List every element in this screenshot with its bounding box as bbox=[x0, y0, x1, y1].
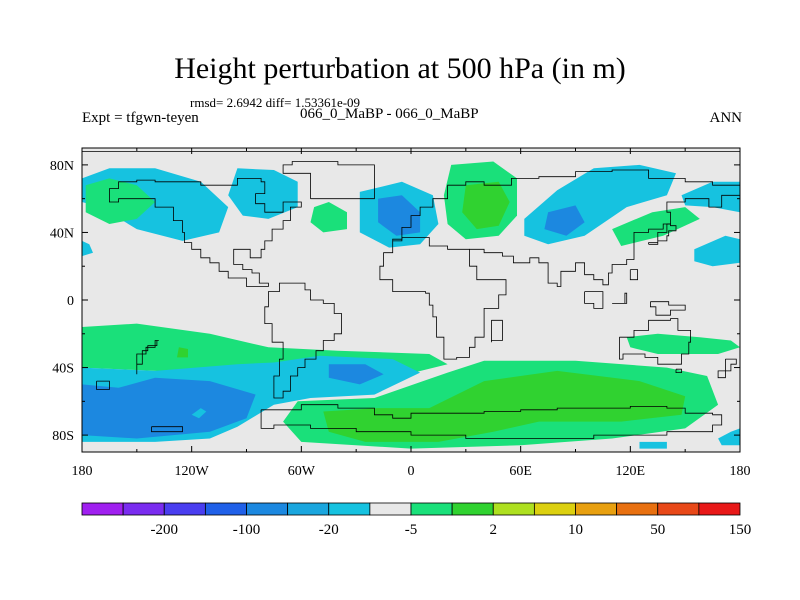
x-tick-label: 180 bbox=[72, 464, 93, 479]
left-label: Expt = tfgwn-teyen bbox=[82, 110, 199, 126]
contour-region-13 bbox=[694, 235, 740, 267]
x-tick-label: 120E bbox=[616, 464, 646, 479]
colorbar-swatch bbox=[204, 502, 247, 516]
colorbar-swatch bbox=[533, 502, 576, 516]
colorbar-label: -5 bbox=[405, 522, 418, 538]
y-tick-label: 80N bbox=[50, 159, 74, 174]
colorbar-label: 10 bbox=[568, 522, 583, 538]
contour-region-12 bbox=[82, 240, 93, 257]
coastline-7 bbox=[392, 169, 740, 242]
y-tick-label: 40N bbox=[50, 226, 74, 241]
coastline-12 bbox=[619, 318, 691, 365]
colorbar-swatch bbox=[410, 502, 453, 516]
coastline-1 bbox=[96, 380, 110, 390]
contour-region-5 bbox=[310, 202, 347, 233]
coastline-3 bbox=[264, 282, 342, 399]
colorbar-swatch bbox=[657, 502, 700, 516]
x-tick-label: 60W bbox=[288, 464, 316, 479]
colorbar-label: 150 bbox=[729, 522, 752, 538]
colorbar-swatch bbox=[328, 502, 371, 516]
colorbar-swatch bbox=[575, 502, 618, 516]
coastline-15 bbox=[648, 223, 677, 245]
y-axis: 80N 40N 0 40S 80S bbox=[50, 159, 740, 444]
coastline-8 bbox=[469, 191, 740, 287]
colorbar-swatch bbox=[451, 502, 494, 516]
colorbar: -200 -100 -20 -5 2 10 50 150 bbox=[81, 502, 752, 538]
contour-region-21 bbox=[323, 370, 686, 442]
contour-region-24 bbox=[639, 441, 667, 449]
contour-region-22 bbox=[626, 333, 740, 354]
colorbar-swatch bbox=[246, 502, 289, 516]
coastline-18 bbox=[650, 301, 686, 316]
contour-region-15 bbox=[177, 347, 188, 358]
colorbar-swatch bbox=[492, 502, 535, 516]
coastline-13 bbox=[675, 368, 682, 373]
contour-region-1 bbox=[85, 178, 156, 224]
coastline-16 bbox=[584, 291, 604, 309]
coastline-5 bbox=[379, 237, 507, 360]
x-tick-label: 180 bbox=[730, 464, 751, 479]
coastline-2 bbox=[151, 426, 183, 433]
x-tick-label: 60E bbox=[509, 464, 532, 479]
x-tick-label: 120W bbox=[175, 464, 210, 479]
colorbar-swatch bbox=[163, 502, 206, 516]
right-label: ANN bbox=[709, 110, 743, 126]
coastline-10 bbox=[282, 161, 375, 200]
colorbar-swatch bbox=[287, 502, 330, 516]
colorbar-swatch bbox=[81, 502, 124, 516]
coastline-0 bbox=[136, 340, 159, 375]
coastline-14 bbox=[717, 358, 737, 379]
contour-region-11 bbox=[681, 181, 740, 213]
coastline-4 bbox=[260, 404, 723, 439]
colorbar-swatch bbox=[122, 502, 165, 516]
stats-line: rmsd= 2.6942 diff= 1.53361e-09 bbox=[190, 95, 361, 110]
y-tick-label: 80S bbox=[52, 429, 74, 444]
colorbar-label: 50 bbox=[650, 522, 665, 538]
contour-region-7 bbox=[462, 181, 510, 230]
colorbar-label: -100 bbox=[233, 522, 261, 538]
coastline-19 bbox=[629, 269, 638, 281]
contour-region-17 bbox=[82, 377, 256, 439]
colorbar-label: 2 bbox=[490, 522, 498, 538]
x-axis: 180 120W 60W 0 60E 120E 180 bbox=[72, 148, 751, 479]
contour-region-18 bbox=[328, 364, 384, 385]
colorbar-swatch bbox=[369, 502, 412, 516]
colorbar-label: -200 bbox=[151, 522, 179, 538]
chart-title: Height perturbation at 500 hPa (in m) bbox=[174, 52, 626, 85]
coastline-9 bbox=[109, 178, 302, 287]
contour-region-9 bbox=[544, 205, 585, 236]
coastline-17 bbox=[612, 292, 628, 304]
contour-region-19 bbox=[191, 408, 207, 419]
colorbar-swatch bbox=[616, 502, 659, 516]
y-tick-label: 40S bbox=[52, 362, 74, 377]
coastline-6 bbox=[491, 319, 503, 343]
y-tick-label: 0 bbox=[67, 294, 74, 309]
x-tick-label: 0 bbox=[408, 464, 415, 479]
contour-region-4 bbox=[378, 195, 421, 236]
contour-region-23 bbox=[718, 428, 740, 446]
center-label: 066_0_MaBP - 066_0_MaBP bbox=[300, 106, 479, 122]
colorbar-swatch bbox=[698, 502, 741, 516]
colorbar-label: -20 bbox=[319, 522, 339, 538]
